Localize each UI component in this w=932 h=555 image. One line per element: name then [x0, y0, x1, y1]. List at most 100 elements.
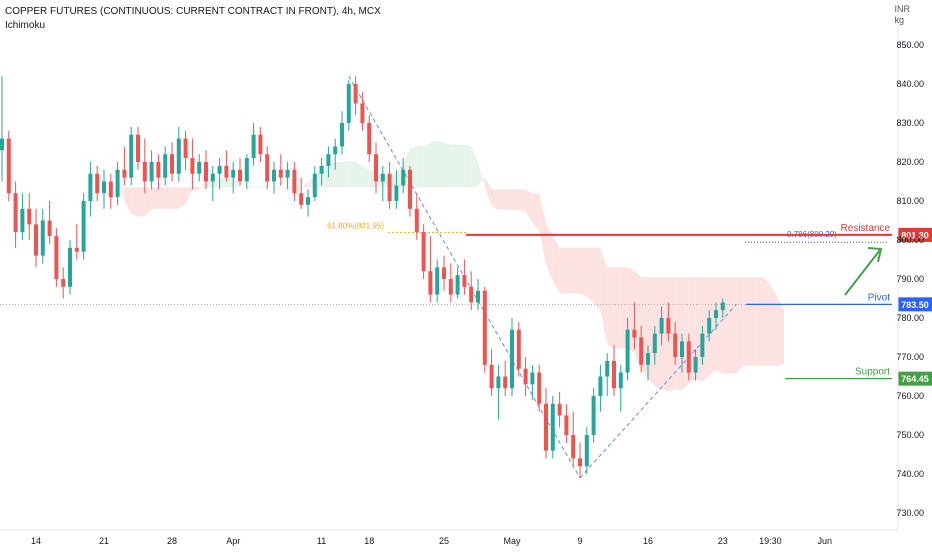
- candle-body[interactable]: [108, 181, 113, 198]
- candle-body[interactable]: [251, 134, 256, 159]
- candle-body[interactable]: [612, 360, 616, 389]
- candle-body[interactable]: [319, 165, 324, 174]
- candle-body[interactable]: [278, 169, 283, 178]
- candle-body[interactable]: [272, 169, 276, 182]
- candle-body[interactable]: [299, 193, 304, 205]
- candle-body[interactable]: [333, 146, 338, 155]
- candle-body[interactable]: [659, 318, 664, 334]
- candle-body[interactable]: [503, 376, 508, 389]
- candle-body[interactable]: [571, 435, 576, 459]
- candle-body[interactable]: [244, 158, 249, 182]
- candle-body[interactable]: [27, 208, 32, 225]
- candle-body[interactable]: [544, 403, 548, 451]
- candle-body[interactable]: [401, 169, 406, 186]
- candle-body[interactable]: [482, 290, 487, 365]
- candle-body[interactable]: [142, 162, 147, 182]
- candle-body[interactable]: [20, 208, 25, 233]
- candle-body[interactable]: [455, 275, 460, 295]
- candle-body[interactable]: [550, 403, 555, 451]
- candle-body[interactable]: [442, 267, 446, 279]
- candle-body[interactable]: [6, 138, 11, 194]
- candle-body[interactable]: [40, 220, 45, 256]
- candle-body[interactable]: [292, 169, 297, 194]
- candle-body[interactable]: [462, 275, 467, 287]
- candle-body[interactable]: [374, 154, 378, 182]
- indicator-label[interactable]: Ichimoku: [5, 20, 46, 31]
- candle-body[interactable]: [34, 224, 38, 256]
- candle-body[interactable]: [680, 341, 684, 357]
- candle-body[interactable]: [489, 364, 494, 389]
- candle-body[interactable]: [326, 154, 331, 166]
- candle-body[interactable]: [122, 169, 127, 178]
- candle-body[interactable]: [102, 181, 106, 194]
- candle-body[interactable]: [469, 286, 474, 303]
- candle-body[interactable]: [707, 318, 712, 334]
- candle-body[interactable]: [618, 372, 623, 389]
- candle-body[interactable]: [394, 185, 399, 201]
- candle-body[interactable]: [312, 173, 317, 198]
- candle-body[interactable]: [380, 173, 385, 182]
- candle-body[interactable]: [448, 279, 453, 295]
- candle-body[interactable]: [61, 279, 66, 287]
- candle-body[interactable]: [258, 134, 263, 155]
- candle-body[interactable]: [346, 84, 351, 123]
- candle-body[interactable]: [421, 232, 426, 272]
- candle-body[interactable]: [578, 458, 582, 467]
- candle-body[interactable]: [584, 435, 589, 467]
- candle-body[interactable]: [367, 123, 372, 155]
- candle-body[interactable]: [686, 341, 691, 373]
- candle-body[interactable]: [306, 197, 310, 205]
- candle-body[interactable]: [156, 162, 161, 178]
- candle-body[interactable]: [639, 337, 644, 365]
- candle-body[interactable]: [204, 162, 208, 182]
- candle-body[interactable]: [129, 134, 134, 178]
- candle-body[interactable]: [530, 372, 535, 385]
- candle-body[interactable]: [564, 415, 569, 436]
- candle-body[interactable]: [210, 173, 215, 182]
- candle-body[interactable]: [387, 173, 392, 201]
- candle-body[interactable]: [435, 267, 440, 295]
- candle-body[interactable]: [238, 169, 242, 182]
- candle-body[interactable]: [353, 84, 358, 104]
- candle-body[interactable]: [408, 169, 412, 209]
- candle-body[interactable]: [176, 138, 181, 174]
- candle-body[interactable]: [217, 165, 222, 174]
- candle-body[interactable]: [646, 353, 650, 365]
- candle-body[interactable]: [149, 162, 154, 182]
- candle-body[interactable]: [136, 134, 140, 162]
- candle-body[interactable]: [54, 236, 59, 279]
- candle-body[interactable]: [496, 376, 501, 389]
- candle-body[interactable]: [68, 247, 72, 287]
- candle-body[interactable]: [652, 333, 657, 354]
- candle-body[interactable]: [81, 201, 86, 252]
- candle-body[interactable]: [88, 173, 93, 201]
- candle-body[interactable]: [95, 173, 100, 194]
- candle-body[interactable]: [591, 396, 596, 435]
- candle-body[interactable]: [285, 169, 290, 178]
- candle-body[interactable]: [666, 318, 671, 334]
- candle-body[interactable]: [700, 333, 705, 357]
- candle-body[interactable]: [13, 193, 18, 233]
- candle-body[interactable]: [0, 138, 4, 151]
- candle-body[interactable]: [360, 103, 365, 124]
- candle-body[interactable]: [74, 247, 79, 252]
- candle-body[interactable]: [170, 154, 174, 174]
- trend-line-up[interactable]: [579, 304, 737, 479]
- candle-body[interactable]: [115, 169, 120, 198]
- candle-body[interactable]: [598, 376, 603, 397]
- candle-body[interactable]: [197, 162, 202, 174]
- candle-body[interactable]: [476, 290, 480, 303]
- candle-body[interactable]: [693, 357, 698, 373]
- candle-body[interactable]: [414, 208, 419, 233]
- candle-body[interactable]: [537, 372, 542, 404]
- candle-body[interactable]: [625, 329, 630, 373]
- candle-body[interactable]: [632, 329, 637, 338]
- candle-body[interactable]: [231, 169, 236, 178]
- candle-body[interactable]: [428, 271, 433, 295]
- candle-body[interactable]: [714, 310, 718, 318]
- candle-body[interactable]: [720, 302, 725, 311]
- candle-body[interactable]: [605, 360, 610, 377]
- candle-body[interactable]: [183, 138, 188, 159]
